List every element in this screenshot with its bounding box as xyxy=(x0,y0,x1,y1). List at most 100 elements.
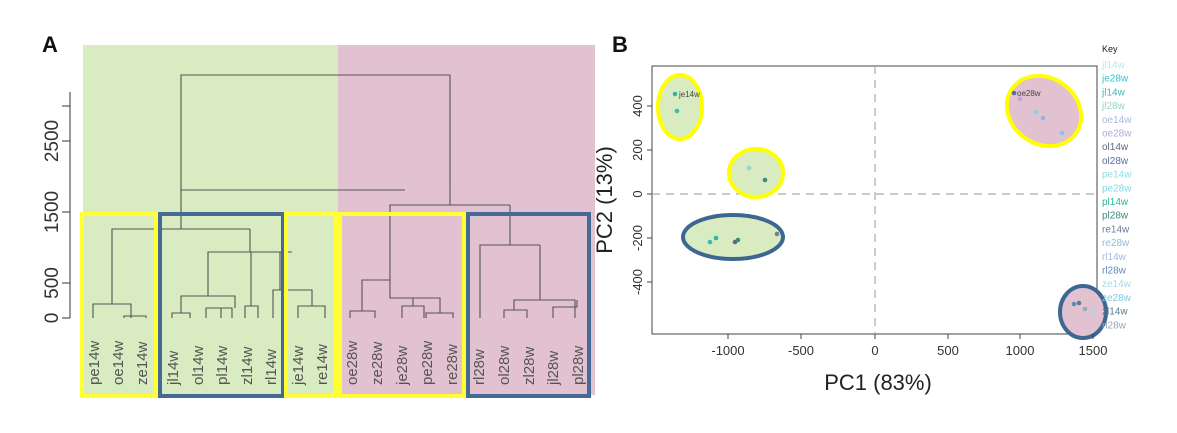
group-ellipse xyxy=(1004,73,1084,149)
data-point xyxy=(674,108,680,114)
pca-points: je14w oe28w xyxy=(672,89,1096,314)
key-item: pe14w xyxy=(1102,170,1132,181)
x-tick: -500 xyxy=(788,343,814,358)
y-tick: 200 xyxy=(630,139,645,161)
key-item: oe28w xyxy=(1102,129,1132,140)
key-item: je28w xyxy=(1101,74,1129,85)
data-point xyxy=(1011,90,1017,96)
key-items: jl14w je28w jl14w jl28w oe14w oe28w ol14w ol28w… xyxy=(1101,60,1132,331)
leaf-label: zl28w xyxy=(521,346,538,385)
data-point xyxy=(672,91,678,97)
y-tick: -200 xyxy=(630,225,645,251)
leaf-label: oe28w xyxy=(344,341,361,385)
key-item: re14w xyxy=(1102,224,1130,235)
leaf-label: ze28w xyxy=(369,341,386,385)
leaf-label: rl28w xyxy=(471,349,488,385)
leaf-label: je28w xyxy=(394,346,411,386)
x-tick: -1000 xyxy=(711,343,744,358)
leaf-label: pe14w xyxy=(86,341,103,385)
leaf-label: rl14w xyxy=(263,349,280,385)
key-item: jl28w xyxy=(1101,101,1126,112)
blue-box-2 xyxy=(466,212,591,398)
data-point xyxy=(1076,300,1082,306)
y-tick-2500: 2500 xyxy=(42,120,63,162)
leaf-labels: pe14w oe14w ze14w jl14w ol14w pl14w zl14… xyxy=(86,341,587,386)
key-item: jl14w xyxy=(1101,60,1126,71)
key-item: ol28w xyxy=(1102,156,1129,167)
leaf-label: jl14w xyxy=(165,351,182,386)
key-item: pl28w xyxy=(1102,211,1129,222)
x-axis-label: PC1 (83%) xyxy=(824,370,932,395)
key-item: ol14w xyxy=(1102,142,1129,153)
data-point xyxy=(746,165,752,171)
data-point xyxy=(762,177,768,183)
yellow-box-1 xyxy=(80,212,158,398)
key-title: Key xyxy=(1102,44,1118,54)
leaf-label: re28w xyxy=(444,344,461,385)
data-point xyxy=(1082,306,1088,312)
leaf-label: je14w xyxy=(290,346,307,386)
x-tick: 1500 xyxy=(1079,343,1108,358)
leaf-label: ze14w xyxy=(134,341,151,385)
data-point xyxy=(1090,308,1096,314)
y-tick-0: 0 xyxy=(42,313,63,324)
leaf-label: pe28w xyxy=(419,341,436,385)
key-item: rl14w xyxy=(1102,252,1127,263)
key-item: ze14w xyxy=(1102,279,1132,290)
y-tick: -400 xyxy=(630,269,645,295)
pca-y-axis: 400 200 0 -200 -400 PC2 (13%) xyxy=(592,95,652,295)
key-item: oe14w xyxy=(1102,115,1132,126)
pca-x-axis: -1000 -500 0 500 1000 1500 PC1 (83%) xyxy=(711,334,1107,395)
data-point xyxy=(713,235,719,241)
yellow-box-3 xyxy=(338,212,466,398)
y-axis-label: PC2 (13%) xyxy=(592,146,617,254)
key-legend: Key jl14w je28w jl14w jl28w oe14w oe28w ol14w o… xyxy=(1101,44,1132,331)
panel-b-letter: B xyxy=(612,32,628,57)
y-tick-500: 500 xyxy=(42,267,63,299)
yellow-box-2 xyxy=(284,212,338,398)
leaf-label: re14w xyxy=(314,344,331,385)
data-point xyxy=(1033,109,1039,115)
key-item: zl14w xyxy=(1102,307,1128,318)
y-tick: 400 xyxy=(630,95,645,117)
key-item: ze28w xyxy=(1102,293,1132,304)
leaf-label: pl28w xyxy=(570,346,587,385)
group-ellipse xyxy=(681,213,785,261)
data-point xyxy=(774,231,780,237)
leaf-label: oe14w xyxy=(110,341,127,385)
data-point xyxy=(1071,301,1077,307)
key-item: rl28w xyxy=(1102,320,1127,331)
leaf-label: jl28w xyxy=(545,351,562,386)
data-point xyxy=(707,239,713,245)
pca-groups xyxy=(656,73,1108,340)
leaf-label: ol14w xyxy=(190,346,207,385)
group-ellipse xyxy=(1058,284,1108,340)
x-tick: 1000 xyxy=(1006,343,1035,358)
group-ellipse xyxy=(727,147,785,199)
key-item: jl14w xyxy=(1101,87,1126,98)
y-tick-1500: 1500 xyxy=(42,191,63,233)
x-tick: 0 xyxy=(871,343,878,358)
panel-a-letter: A xyxy=(42,32,58,57)
green-background xyxy=(83,45,338,395)
data-point xyxy=(735,237,741,243)
leaf-label: pl14w xyxy=(214,346,231,385)
group-ellipse xyxy=(656,73,704,141)
data-point xyxy=(1040,115,1046,121)
point-label-je14w: je14w xyxy=(678,90,700,99)
cluster-boxes xyxy=(80,212,591,398)
leaf-label: zl14w xyxy=(239,346,256,385)
key-item: rl28w xyxy=(1102,266,1127,277)
x-tick: 500 xyxy=(937,343,959,358)
data-point xyxy=(1059,130,1065,136)
data-point xyxy=(1017,96,1023,102)
point-label-oe28w: oe28w xyxy=(1017,89,1041,98)
dendrogram-y-axis: 0 500 1500 2500 xyxy=(42,92,71,324)
panel-b: B xyxy=(592,32,1132,395)
blue-box-1 xyxy=(158,212,285,398)
key-item: pe28w xyxy=(1102,183,1132,194)
leaf-label: ol28w xyxy=(496,346,513,385)
key-item: pl14w xyxy=(1102,197,1129,208)
y-tick: 0 xyxy=(630,190,645,197)
